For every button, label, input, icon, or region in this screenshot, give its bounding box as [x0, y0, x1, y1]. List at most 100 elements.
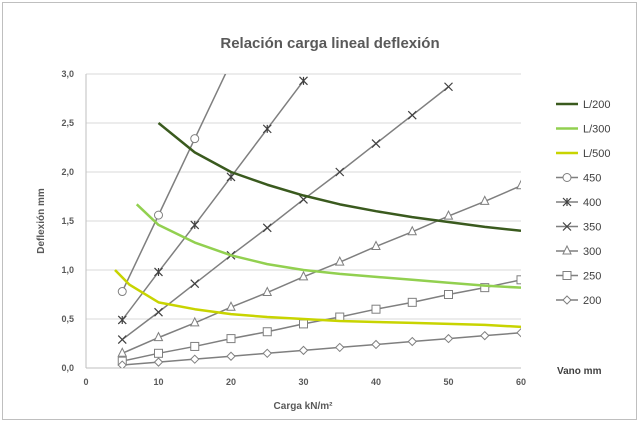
triangle-marker: [298, 270, 309, 281]
series-line-350: [121, 86, 449, 341]
x-tick-label: 60: [516, 377, 526, 387]
legend-label: 200: [583, 295, 601, 307]
legend-entry-L-300: L/300: [556, 124, 611, 136]
legend-title: Vano mm: [557, 366, 602, 377]
square-marker: [480, 283, 490, 293]
legend-label: 250: [583, 271, 601, 283]
series-span-300: [117, 179, 521, 357]
legend-label: L/500: [583, 148, 611, 160]
legend-entry-400: 400: [556, 197, 601, 209]
x-tick-label: 30: [298, 377, 308, 387]
legend-entry-450: 450: [556, 173, 601, 185]
triangle-marker: [371, 240, 381, 250]
diamond-marker: [190, 354, 200, 364]
series-span-200: [117, 328, 521, 368]
square-marker: [299, 319, 308, 329]
limit-curve-L-200: [157, 122, 521, 233]
y-axis-title: Deflexión mm: [36, 188, 47, 254]
asterisk-marker: [117, 315, 127, 325]
x-tick-label: 10: [153, 377, 163, 387]
tick-labels: 0,0 0,5 1,0 1,5 2,0 2,5 3,0 0 10 20 30 40 50 60: [61, 69, 526, 387]
series-line-200: [122, 331, 521, 366]
x-marker: [117, 335, 127, 345]
legend-entry-300: 300: [556, 244, 601, 258]
asterisk-marker: [154, 267, 163, 277]
asterisk-marker: [562, 197, 572, 207]
x-marker: [444, 82, 453, 92]
square-marker: [444, 290, 453, 299]
circle-marker: [562, 173, 572, 182]
x-tick-label: 40: [371, 377, 381, 387]
triangle-marker: [562, 244, 572, 255]
asterisk-marker: [190, 220, 200, 230]
square-marker: [371, 304, 381, 314]
diamond-marker: [562, 295, 572, 305]
triangle-marker: [189, 316, 200, 327]
y-tick-label: 3,0: [61, 69, 74, 79]
y-tick-label: 2,5: [61, 118, 74, 128]
triangle-marker: [479, 195, 490, 205]
legend: L/200 L/300 L/500 450 400 350 300 250 200: [556, 99, 611, 307]
legend-label: 300: [583, 246, 601, 258]
triangle-marker: [226, 301, 236, 311]
plot-area: [114, 58, 521, 368]
square-marker: [190, 341, 200, 351]
series-line-300: [121, 185, 521, 354]
square-marker: [562, 271, 572, 280]
triangle-marker: [516, 179, 521, 190]
square-marker: [407, 297, 417, 307]
circle-marker: [117, 287, 127, 297]
diamond-marker: [443, 333, 454, 344]
triangle-marker: [443, 209, 454, 220]
y-tick-label: 2,0: [61, 167, 74, 177]
square-marker: [226, 334, 236, 344]
diamond-marker: [226, 351, 236, 361]
square-marker: [154, 348, 163, 358]
series-line-450: [121, 74, 227, 292]
triangle-marker: [334, 256, 345, 266]
x-tick-label: 20: [226, 377, 236, 387]
x-marker: [407, 110, 417, 120]
asterisk-marker: [262, 124, 272, 134]
legend-entry-250: 250: [556, 271, 601, 283]
diamond-marker: [371, 339, 381, 350]
square-marker: [262, 327, 272, 337]
limit-curve-L-300: [135, 203, 521, 289]
x-marker: [335, 167, 345, 177]
series-span-450: [117, 58, 235, 297]
y-tick-label: 0,0: [61, 363, 74, 373]
x-marker: [190, 279, 200, 289]
legend-entry-L-500: L/500: [556, 148, 611, 160]
legend-entry-350: 350: [556, 222, 601, 234]
diamond-marker: [335, 342, 345, 353]
diamond-marker: [298, 345, 309, 356]
legend-entry-L-200: L/200: [556, 99, 611, 111]
diamond-marker: [407, 336, 417, 347]
circle-marker: [190, 134, 200, 144]
chart-title: Relación carga lineal deflexión: [220, 35, 439, 52]
series-span-250: [117, 275, 521, 366]
triangle-marker: [117, 347, 128, 357]
series-line-400: [121, 80, 305, 321]
legend-entry-200: 200: [556, 295, 601, 307]
y-tick-label: 1,5: [61, 216, 74, 226]
diamond-marker: [516, 328, 521, 338]
diamond-marker: [262, 348, 272, 359]
diamond-marker: [153, 357, 164, 367]
circle-marker: [227, 58, 235, 66]
x-axis-title: Carga kN/m²: [274, 401, 334, 412]
x-marker: [371, 139, 381, 149]
y-tick-label: 1,0: [61, 265, 74, 275]
legend-label: 350: [583, 222, 601, 234]
legend-label: 450: [583, 173, 601, 185]
square-marker: [516, 275, 521, 285]
legend-label: 400: [583, 197, 601, 209]
legend-label: L/300: [583, 124, 611, 136]
y-tick-label: 0,5: [61, 314, 74, 324]
limit-curve-L-500: [114, 269, 521, 329]
x-marker: [562, 222, 572, 231]
x-tick-label: 50: [443, 377, 453, 387]
triangle-marker: [262, 286, 273, 297]
x-tick-label: 0: [83, 377, 88, 387]
